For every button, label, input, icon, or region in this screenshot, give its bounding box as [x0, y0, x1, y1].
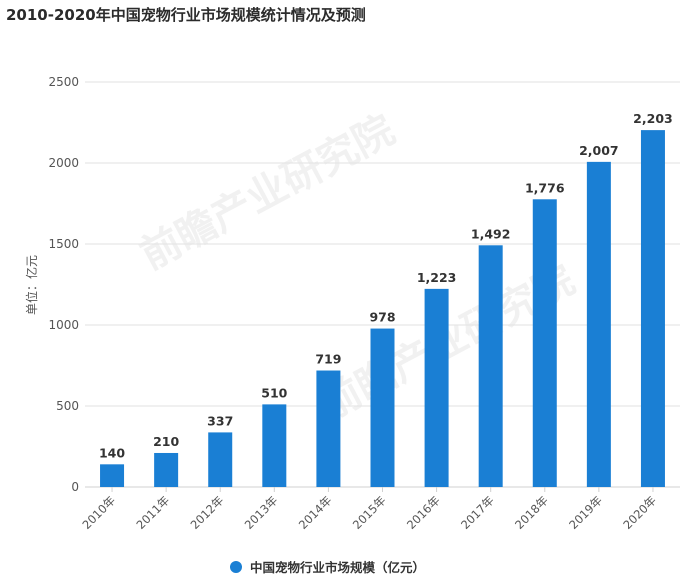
legend-marker — [230, 561, 242, 573]
y-tick-label: 2500 — [48, 75, 79, 89]
x-tick-label: 2014年 — [296, 493, 335, 532]
data-label: 719 — [315, 352, 341, 367]
data-label: 1,776 — [525, 180, 565, 195]
bar[interactable] — [424, 288, 449, 487]
bar[interactable] — [100, 464, 125, 487]
bars — [100, 130, 665, 487]
bar[interactable] — [262, 404, 287, 487]
x-tick-label: 2019年 — [566, 493, 605, 532]
x-tick-label: 2017年 — [458, 493, 497, 532]
bar[interactable] — [370, 328, 395, 487]
chart-title: 2010-2020年中国宠物行业市场规模统计情况及预测 — [6, 6, 366, 24]
x-axis-ticks: 2010年 2011年 2012年 2013年 2014年 2015年 2016年 2017年… — [79, 487, 659, 532]
y-tick-label: 500 — [56, 399, 79, 413]
data-label: 337 — [207, 413, 233, 428]
legend[interactable]: 中国宠物行业市场规模（亿元） — [230, 560, 425, 575]
y-tick-label: 2000 — [48, 156, 79, 170]
data-label: 510 — [261, 385, 287, 400]
bar[interactable] — [154, 452, 179, 487]
y-tick-label: 1000 — [48, 318, 79, 332]
watermark-text: 前瞻产业研究院 — [133, 107, 402, 279]
bar[interactable] — [208, 432, 233, 487]
x-tick-label: 2013年 — [242, 493, 281, 532]
bar[interactable] — [640, 130, 665, 487]
y-tick-label: 0 — [71, 480, 79, 494]
data-label: 210 — [153, 434, 179, 449]
data-label: 1,223 — [417, 270, 457, 285]
y-axis-label: 单位：亿元 — [24, 255, 39, 315]
x-tick-label: 2012年 — [188, 493, 227, 532]
y-tick-label: 1500 — [48, 237, 79, 251]
bar[interactable] — [316, 370, 341, 487]
x-tick-label: 2018年 — [512, 493, 551, 532]
legend-label: 中国宠物行业市场规模（亿元） — [250, 560, 425, 575]
x-tick-label: 2010年 — [79, 493, 118, 532]
bar[interactable] — [478, 245, 503, 487]
x-tick-label: 2016年 — [404, 493, 443, 532]
data-label: 140 — [99, 445, 125, 460]
x-tick-label: 2020年 — [620, 493, 659, 532]
bar[interactable] — [532, 199, 557, 487]
watermark: 前瞻产业研究院前瞻产业研究院 — [133, 107, 582, 429]
x-tick-label: 2011年 — [134, 493, 173, 532]
data-label: 978 — [369, 310, 395, 325]
data-label: 2,203 — [633, 111, 673, 126]
data-label: 2,007 — [579, 143, 619, 158]
y-axis-ticks: 0 500 1000 1500 2000 2500 — [48, 75, 79, 494]
data-label: 1,492 — [471, 226, 511, 241]
bar[interactable] — [586, 161, 611, 487]
x-tick-label: 2015年 — [350, 493, 389, 532]
data-labels: 140 210 337 510 719 978 1,223 1,492 1,776 2,007 2,… — [99, 111, 673, 460]
